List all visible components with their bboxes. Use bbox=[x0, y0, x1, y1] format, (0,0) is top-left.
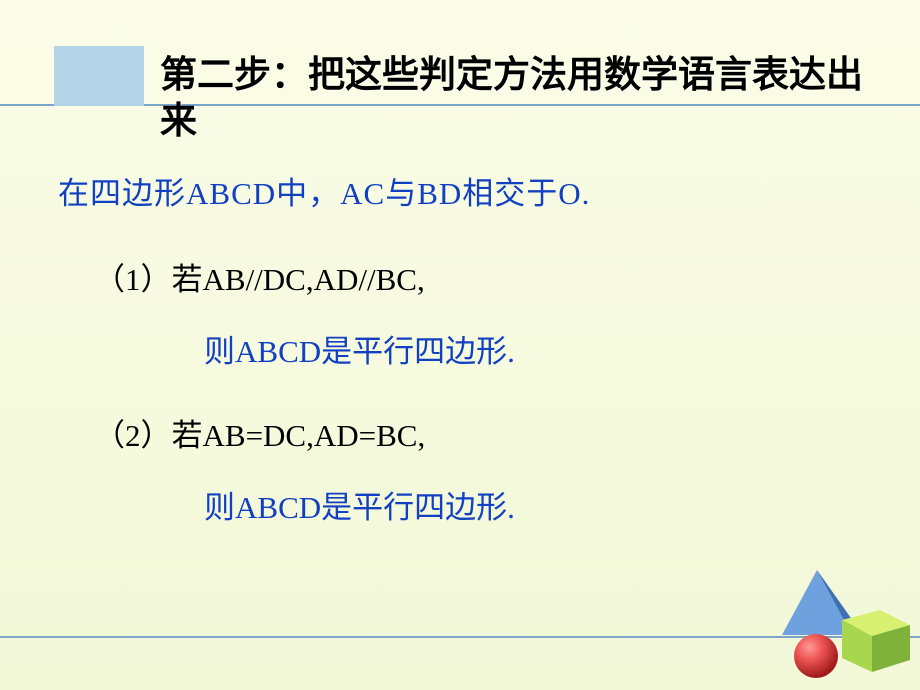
decorative-shapes-icon bbox=[762, 570, 912, 680]
context-text: 在四边形ABCD中，AC与BD相交于O. bbox=[58, 168, 590, 213]
item2-conclusion: 则ABCD是平行四边形. bbox=[204, 482, 515, 527]
title-accent-box bbox=[54, 46, 144, 106]
item1-conclusion: 则ABCD是平行四边形. bbox=[204, 326, 515, 371]
item2-condition: （2）若AB=DC,AD=BC, bbox=[94, 410, 425, 455]
item1-condition: （1）若AB//DC,AD//BC, bbox=[94, 254, 425, 299]
slide-title: 第二步：把这些判定方法用数学语言表达出来 bbox=[160, 52, 880, 145]
